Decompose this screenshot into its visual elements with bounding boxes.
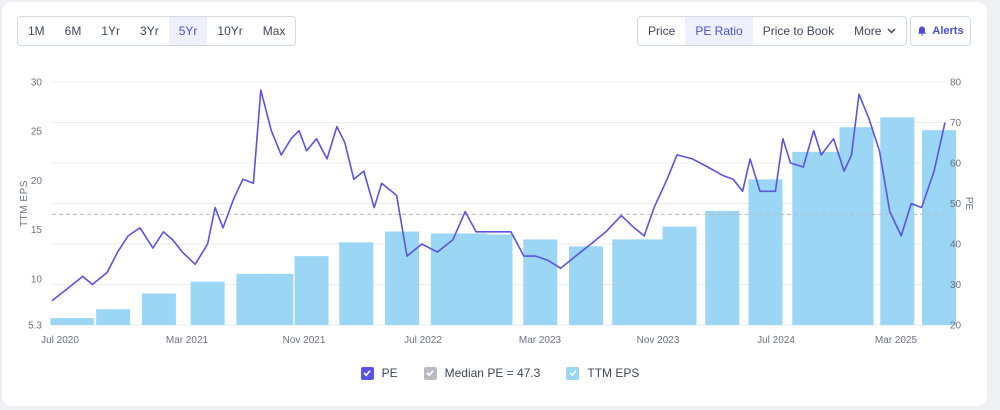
- eps-bar: [880, 117, 915, 325]
- left-axis-tick-label: 25: [31, 127, 43, 138]
- checkbox-checked-icon: [423, 366, 437, 380]
- eps-bar: [96, 309, 131, 325]
- legend-label-pe: PE: [381, 366, 398, 380]
- eps-bar: [385, 231, 420, 325]
- left-axis-tick-label: 20: [31, 176, 43, 187]
- range-5yr-button[interactable]: 5Yr: [168, 17, 208, 45]
- eps-bar: [705, 210, 740, 325]
- legend-item-median-pe[interactable]: Median PE = 47.3: [423, 366, 541, 380]
- metric-pe-ratio-button[interactable]: PE Ratio: [685, 17, 753, 45]
- eps-bar: [294, 256, 329, 325]
- eps-bar: [922, 130, 957, 325]
- range-10yr-button[interactable]: 10Yr: [217, 24, 243, 38]
- more-label: More: [854, 24, 882, 38]
- chevron-down-icon: [887, 28, 896, 34]
- x-axis-tick-label: Jul 2024: [757, 335, 795, 346]
- right-axis-tick-label: 50: [950, 199, 962, 210]
- x-axis-tick-label: Nov 2023: [637, 335, 680, 346]
- range-6m-button[interactable]: 6M: [64, 24, 82, 38]
- legend-item-pe[interactable]: PE: [360, 366, 398, 380]
- left-axis-tick-label: 15: [31, 225, 43, 236]
- pe-eps-chart: 5.3 10 15 20 25 30 20 30 40 50 60 70 80 TTM EPS PE Jul …: [19, 78, 974, 347]
- left-axis-label: TTM EPS: [19, 180, 30, 227]
- metric-price-button[interactable]: Price: [648, 24, 676, 38]
- bell-icon: [918, 26, 927, 36]
- alerts-label: Alerts: [932, 25, 964, 37]
- range-1yr-button[interactable]: 1Yr: [101, 24, 121, 38]
- pe-line: [51, 89, 946, 302]
- right-axis-tick-label: 70: [950, 118, 962, 129]
- alerts-button[interactable]: Alerts: [910, 16, 971, 46]
- legend-label-median-pe: Median PE = 47.3: [444, 366, 541, 380]
- range-3yr-button[interactable]: 3Yr: [140, 24, 159, 38]
- right-axis-tick-label: 40: [950, 240, 962, 251]
- right-axis-tick-label: 20: [950, 321, 962, 332]
- legend-label-ttm-eps: TTM EPS: [587, 366, 640, 380]
- eps-bar: [748, 179, 783, 325]
- eps-bar: [59, 318, 94, 325]
- right-axis-tick-label: 80: [950, 78, 962, 89]
- eps-bar: [662, 226, 697, 325]
- eps-bar: [339, 242, 374, 325]
- legend: PE Median PE = 47.3 TTM EPS: [0, 366, 1000, 380]
- eps-bar: [569, 246, 604, 325]
- eps-bar: [523, 239, 558, 325]
- time-range-selector: 1M 6M 1Yr 3Yr 5Yr 10Yr Max: [17, 16, 297, 46]
- eps-bar: [478, 234, 513, 325]
- left-axis-tick-label: 10: [31, 274, 43, 285]
- metric-price-to-book-button[interactable]: Price to Book: [762, 24, 835, 38]
- right-axis-tick-label: 30: [950, 280, 962, 291]
- metric-selector: Price PE Ratio Price to Book More: [637, 16, 908, 46]
- checkbox-checked-icon: [360, 366, 374, 380]
- x-axis-tick-label: Mar 2023: [519, 335, 562, 346]
- right-axis-tick-label: 60: [950, 159, 962, 170]
- eps-bar: [141, 293, 176, 325]
- left-axis-tick-label: 5.3: [28, 321, 42, 332]
- more-dropdown[interactable]: More: [844, 17, 906, 45]
- x-axis-tick-label: Mar 2021: [166, 335, 209, 346]
- x-axis-tick-label: Mar 2025: [875, 335, 918, 346]
- eps-bar: [839, 127, 874, 325]
- range-1m-button[interactable]: 1M: [28, 24, 45, 38]
- legend-item-ttm-eps[interactable]: TTM EPS: [566, 366, 639, 380]
- x-axis-tick-label: Jul 2020: [41, 335, 79, 346]
- checkbox-checked-icon: [566, 366, 580, 380]
- x-axis-tick-label: Nov 2021: [283, 335, 326, 346]
- x-axis-tick-label: Jul 2022: [404, 335, 442, 346]
- left-axis-tick-label: 30: [31, 78, 43, 89]
- eps-bar: [190, 281, 225, 325]
- eps-bar: [259, 273, 294, 325]
- range-max-button[interactable]: Max: [262, 24, 286, 38]
- right-axis-label: PE: [963, 197, 974, 211]
